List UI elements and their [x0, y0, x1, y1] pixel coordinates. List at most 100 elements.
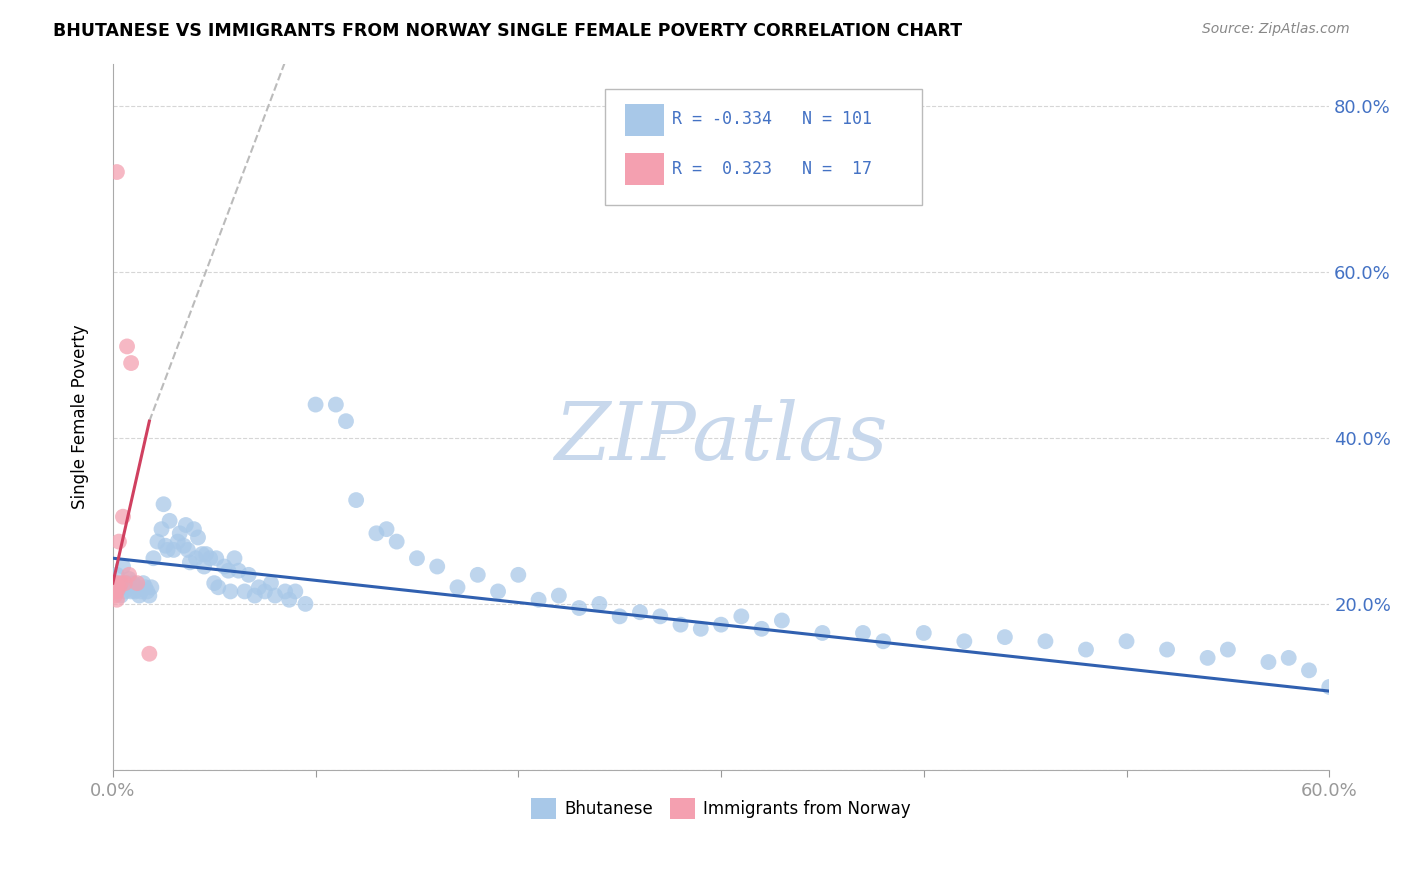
Point: [155, 539, 177, 553]
Point: [138, 647, 160, 661]
Text: R = -0.334   N = 101: R = -0.334 N = 101: [672, 110, 872, 128]
Point: [150, 522, 173, 536]
Point: [224, 551, 246, 566]
Point: [105, 165, 128, 179]
Point: [304, 398, 326, 412]
Point: [173, 539, 195, 553]
Point: [385, 534, 408, 549]
Point: [110, 576, 132, 591]
Point: [243, 589, 266, 603]
Point: [111, 509, 134, 524]
Point: [325, 398, 347, 412]
Point: [953, 634, 976, 648]
Point: [1035, 634, 1057, 648]
Point: [152, 497, 174, 511]
Point: [527, 592, 550, 607]
Point: [127, 576, 149, 591]
Point: [187, 531, 209, 545]
Text: Source: ZipAtlas.com: Source: ZipAtlas.com: [1202, 22, 1350, 37]
Y-axis label: Single Female Poverty: Single Female Poverty: [72, 325, 89, 509]
Point: [111, 559, 134, 574]
Point: [191, 547, 214, 561]
Point: [214, 559, 236, 574]
Point: [104, 580, 127, 594]
Text: ZIPatlas: ZIPatlas: [554, 400, 887, 477]
Point: [124, 584, 146, 599]
Point: [1317, 680, 1340, 694]
Point: [108, 580, 131, 594]
Point: [872, 634, 894, 648]
Point: [128, 589, 150, 603]
Point: [1156, 642, 1178, 657]
Point: [1257, 655, 1279, 669]
Point: [159, 514, 181, 528]
Point: [547, 589, 569, 603]
Point: [174, 518, 197, 533]
Point: [811, 626, 834, 640]
Point: [1197, 651, 1219, 665]
Point: [344, 493, 367, 508]
Point: [426, 559, 449, 574]
Point: [163, 542, 186, 557]
Point: [146, 534, 169, 549]
Point: [120, 356, 142, 370]
Point: [111, 580, 134, 594]
Point: [104, 584, 127, 599]
Point: [1298, 663, 1320, 677]
Point: [1278, 651, 1301, 665]
Point: [568, 601, 591, 615]
Point: [294, 597, 316, 611]
Point: [118, 572, 141, 586]
Point: [142, 551, 165, 566]
Point: [136, 584, 159, 599]
Point: [134, 580, 156, 594]
Point: [1074, 642, 1097, 657]
Point: [108, 534, 131, 549]
Point: [486, 584, 509, 599]
Point: [105, 567, 128, 582]
Point: [588, 597, 610, 611]
Point: [406, 551, 429, 566]
FancyBboxPatch shape: [624, 153, 664, 186]
Point: [284, 584, 307, 599]
Point: [115, 576, 138, 591]
Point: [228, 564, 250, 578]
Point: [127, 580, 149, 594]
Point: [120, 584, 142, 599]
Point: [689, 622, 711, 636]
Point: [238, 567, 260, 582]
Point: [375, 522, 398, 536]
Point: [195, 547, 218, 561]
Point: [1216, 642, 1239, 657]
Point: [122, 576, 145, 591]
Point: [179, 555, 201, 569]
Point: [219, 584, 242, 599]
Point: [177, 542, 200, 557]
Point: [193, 559, 215, 574]
Point: [198, 551, 221, 566]
Point: [751, 622, 773, 636]
Point: [110, 589, 132, 603]
Point: [114, 576, 136, 591]
Point: [105, 592, 128, 607]
Point: [233, 584, 256, 599]
Point: [669, 617, 692, 632]
Point: [115, 339, 138, 353]
Point: [138, 589, 160, 603]
Point: [156, 542, 179, 557]
Point: [104, 589, 127, 603]
Point: [105, 584, 128, 599]
Point: [105, 576, 128, 591]
Point: [467, 567, 489, 582]
Point: [205, 551, 228, 566]
Point: [247, 580, 270, 594]
Legend: Bhutanese, Immigrants from Norway: Bhutanese, Immigrants from Norway: [524, 791, 918, 825]
Point: [104, 576, 127, 591]
Point: [770, 614, 793, 628]
Point: [217, 564, 239, 578]
Point: [730, 609, 752, 624]
Point: [1115, 634, 1137, 648]
Point: [183, 522, 205, 536]
Point: [141, 580, 163, 594]
Point: [202, 576, 225, 591]
